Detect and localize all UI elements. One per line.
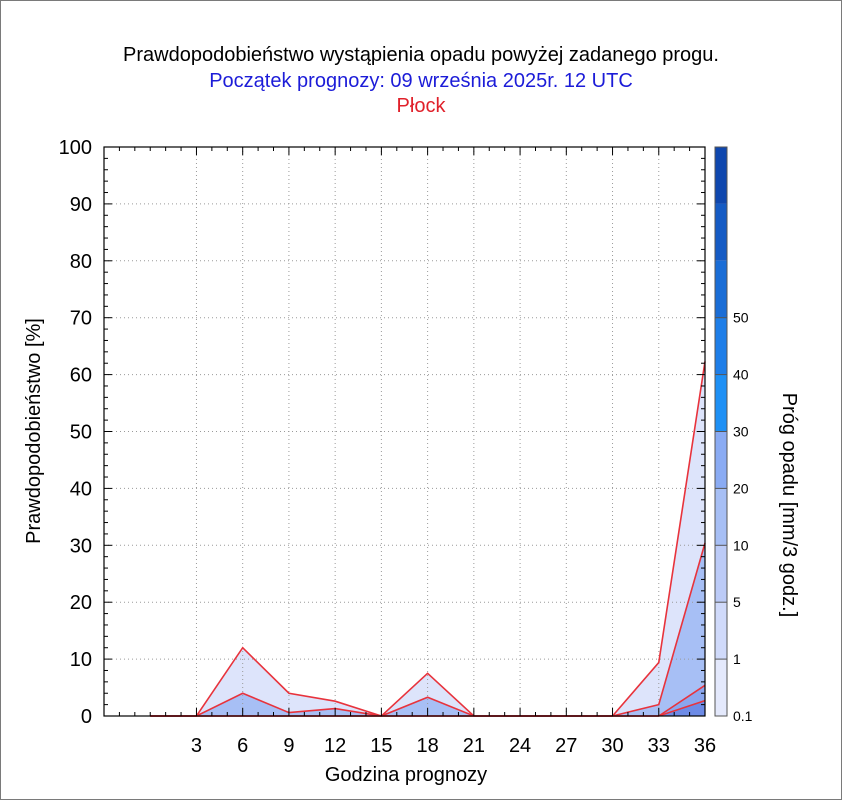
y-tick-label: 0	[81, 706, 92, 728]
location-label: Płock	[396, 95, 446, 117]
x-tick-label: 18	[416, 735, 438, 757]
colorbar-segment	[715, 431, 727, 489]
area-threshold-0	[150, 361, 705, 716]
colorbar-label: 40	[733, 367, 749, 383]
x-tick-label: 15	[370, 735, 392, 757]
y-tick-label: 40	[70, 478, 92, 500]
colorbar: 0.1 1 5 10 20 30 40 50	[714, 146, 753, 724]
x-tick-label: 6	[237, 735, 248, 757]
colorbar-segment	[715, 659, 727, 716]
colorbar-segment	[715, 147, 727, 204]
y-tick-label: 90	[70, 194, 92, 216]
chart-title: Prawdopodobieństwo wystąpienia opadu pow…	[123, 44, 719, 66]
colorbar-label: 10	[733, 537, 749, 553]
colorbar-segment	[715, 203, 727, 261]
x-tick-label: 30	[601, 735, 623, 757]
y-tick-label: 30	[70, 535, 92, 557]
grid-lines	[104, 147, 706, 716]
colorbar-label: 50	[733, 310, 749, 326]
colorbar-label: 1	[733, 651, 741, 667]
colorbar-title: Próg opadu [mm/3 godz.]	[778, 393, 800, 618]
colorbar-segment	[715, 374, 727, 432]
colorbar-segment	[715, 317, 727, 375]
colorbar-segment	[715, 260, 727, 318]
x-axis-title: Godzina prognozy	[325, 764, 487, 786]
plot-axes: 3 6 9 12 15 18 21 24 27 30 33 360102030405060708090…	[59, 137, 717, 757]
colorbar-segment	[715, 488, 727, 546]
y-axis-title: Prawdopodobieństwo [%]	[23, 318, 45, 544]
y-tick-label: 100	[59, 137, 92, 159]
y-tick-label: 20	[70, 592, 92, 614]
area-layers	[150, 361, 705, 716]
colorbar-segment	[715, 602, 727, 660]
x-tick-label: 24	[509, 735, 531, 757]
colorbar-label: 30	[733, 424, 749, 440]
x-tick-label: 9	[283, 735, 294, 757]
x-tick-label: 27	[555, 735, 577, 757]
x-tick-label: 12	[324, 735, 346, 757]
x-tick-label: 21	[463, 735, 485, 757]
y-tick-label: 60	[70, 365, 92, 387]
y-tick-label: 80	[70, 251, 92, 273]
x-tick-label: 3	[191, 735, 202, 757]
y-tick-label: 10	[70, 649, 92, 671]
colorbar-label: 5	[733, 594, 741, 610]
y-tick-label: 50	[70, 422, 92, 444]
y-tick-label: 70	[70, 308, 92, 330]
x-tick-label: 33	[648, 735, 670, 757]
chart-subtitle: Początek prognozy: 09 września 2025r. 12…	[209, 70, 633, 92]
colorbar-label: 0.1	[733, 708, 753, 724]
colorbar-label: 20	[733, 480, 749, 496]
x-tick-label: 36	[694, 735, 716, 757]
colorbar-segment	[715, 545, 727, 603]
